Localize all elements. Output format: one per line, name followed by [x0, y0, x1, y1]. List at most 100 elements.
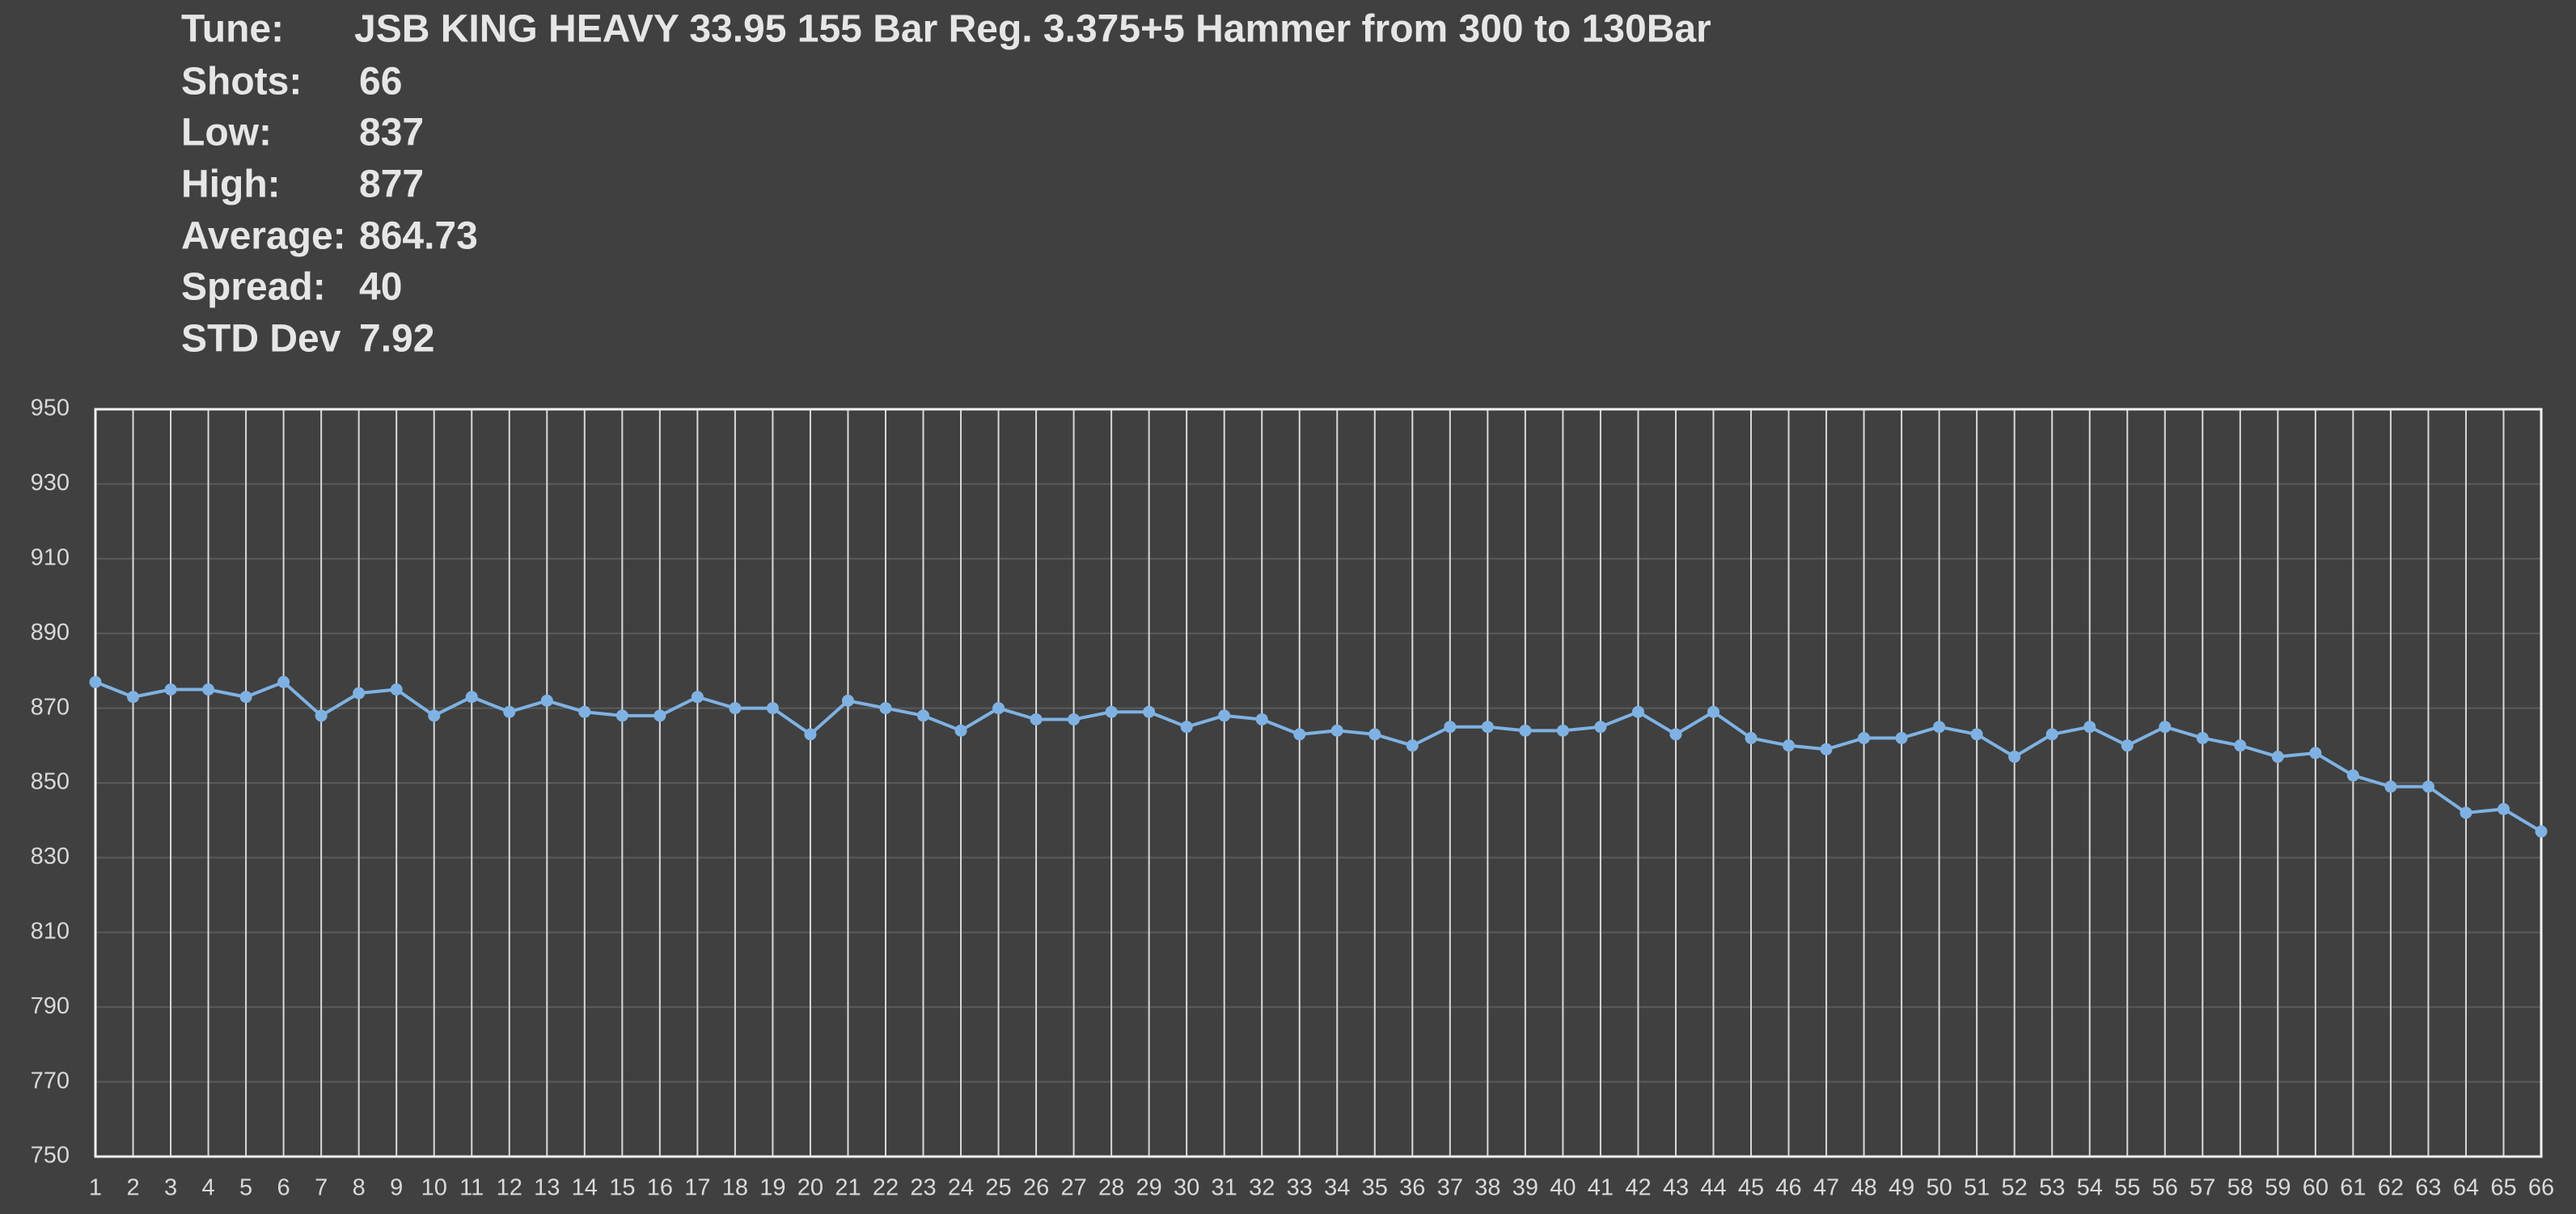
x-tick-label: 60	[2303, 1175, 2329, 1201]
data-point	[1143, 705, 1156, 718]
data-point	[1745, 732, 1758, 745]
x-tick-label: 19	[759, 1175, 785, 1201]
x-tick-label: 49	[1889, 1175, 1914, 1201]
data-point	[89, 675, 102, 688]
data-point	[2121, 739, 2134, 752]
data-point	[2008, 751, 2021, 764]
x-tick-label: 22	[873, 1175, 899, 1201]
x-tick-label: 4	[201, 1175, 214, 1201]
y-tick-label: 930	[31, 470, 70, 496]
data-point	[127, 691, 140, 704]
data-point	[164, 683, 177, 696]
y-tick-label: 870	[31, 694, 70, 720]
x-tick-label: 14	[572, 1175, 598, 1201]
x-tick-label: 41	[1588, 1175, 1614, 1201]
data-point	[1255, 713, 1268, 725]
x-tick-label: 26	[1023, 1175, 1049, 1201]
stat-value: JSB KING HEAVY 33.95 155 Bar Reg. 3.375+…	[354, 8, 1711, 51]
data-point	[1895, 732, 1908, 745]
x-tick-label: 33	[1287, 1175, 1313, 1201]
x-tick-label: 54	[2077, 1175, 2103, 1201]
stat-value: 7.92	[359, 318, 434, 361]
data-point	[1330, 724, 1343, 737]
data-point	[428, 709, 441, 722]
stat-value: 864.73	[359, 215, 478, 258]
x-tick-label: 21	[835, 1175, 861, 1201]
x-tick-label: 31	[1212, 1175, 1237, 1201]
x-tick-label: 17	[684, 1175, 710, 1201]
data-line	[95, 679, 2543, 833]
x-tick-label: 50	[1926, 1175, 1952, 1201]
x-tick-label: 42	[1625, 1175, 1651, 1201]
x-tick-label: 57	[2189, 1175, 2215, 1201]
x-tick-label: 18	[722, 1175, 748, 1201]
x-tick-label: 46	[1775, 1175, 1801, 1201]
plot-border	[94, 408, 2543, 1158]
data-point	[2535, 825, 2548, 838]
x-tick-label: 43	[1663, 1175, 1689, 1201]
data-point	[1368, 728, 1381, 741]
stat-label: STD Dev	[181, 318, 341, 361]
x-tick-label: 36	[1399, 1175, 1425, 1201]
data-point	[1180, 721, 1193, 734]
data-point	[1556, 724, 1569, 737]
x-tick-label: 12	[497, 1175, 522, 1201]
x-tick-label: 30	[1174, 1175, 1199, 1201]
data-point	[1444, 721, 1457, 734]
data-point	[540, 694, 553, 707]
data-point	[766, 702, 779, 715]
data-point	[729, 702, 742, 715]
x-tick-label: 20	[797, 1175, 823, 1201]
data-point	[1030, 713, 1043, 725]
data-point	[917, 709, 930, 722]
stat-label: Low:	[181, 112, 272, 154]
x-tick-label: 16	[647, 1175, 673, 1201]
stat-value: 837	[359, 112, 424, 154]
x-tick-label: 58	[2227, 1175, 2253, 1201]
y-tick-label: 750	[31, 1143, 70, 1169]
x-tick-label: 2	[126, 1175, 139, 1201]
data-point	[2384, 780, 2397, 793]
x-tick-label: 13	[534, 1175, 560, 1201]
x-tick-label: 65	[2490, 1175, 2516, 1201]
stat-value: 66	[359, 61, 402, 104]
x-tick-label: 47	[1813, 1175, 1839, 1201]
data-point	[2234, 739, 2247, 752]
x-tick-label: 7	[315, 1175, 328, 1201]
x-tick-label: 39	[1512, 1175, 1538, 1201]
x-tick-label: 1	[89, 1175, 102, 1201]
x-tick-label: 63	[2415, 1175, 2441, 1201]
data-point	[2045, 728, 2058, 741]
x-tick-label: 9	[390, 1175, 403, 1201]
data-point	[1820, 742, 1833, 755]
data-point	[1783, 739, 1796, 752]
data-point	[578, 705, 591, 718]
data-point	[1519, 724, 1532, 737]
data-point	[465, 691, 478, 704]
x-tick-label: 29	[1136, 1175, 1162, 1201]
data-point	[1631, 705, 1644, 718]
data-point	[1594, 721, 1607, 734]
stat-label: Tune:	[181, 8, 284, 51]
data-point	[2346, 769, 2359, 782]
data-point	[2196, 732, 2209, 745]
x-tick-label: 11	[459, 1175, 484, 1201]
data-point	[353, 687, 366, 700]
x-tick-label: 61	[2340, 1175, 2366, 1201]
data-point	[2271, 751, 2284, 764]
data-point	[804, 728, 817, 741]
y-tick-label: 770	[31, 1068, 70, 1093]
x-tick-label: 6	[277, 1175, 290, 1201]
data-point	[615, 709, 628, 722]
data-point	[1707, 705, 1719, 718]
x-tick-label: 32	[1249, 1175, 1275, 1201]
x-tick-label: 15	[609, 1175, 635, 1201]
x-tick-label: 66	[2528, 1175, 2554, 1201]
x-tick-label: 38	[1474, 1175, 1500, 1201]
x-tick-label: 5	[239, 1175, 252, 1201]
data-point	[691, 691, 704, 704]
data-point	[503, 705, 516, 718]
